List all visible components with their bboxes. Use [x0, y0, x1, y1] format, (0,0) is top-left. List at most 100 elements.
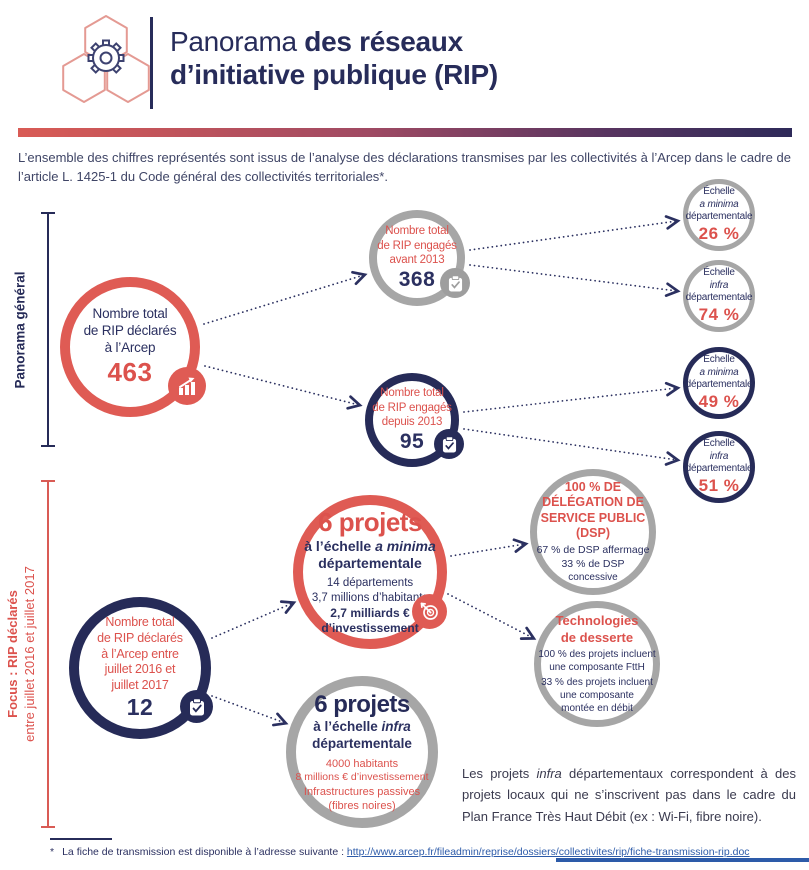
focus-bracket	[41, 480, 55, 828]
node-label-line: a minima	[699, 366, 739, 378]
title-bold: des réseaux	[304, 26, 463, 57]
node-scale-aminima-since: Échelle a minima départementale 49 %	[683, 347, 755, 419]
note-italic: infra	[536, 766, 562, 781]
panorama-general-label: Panorama général	[12, 271, 28, 389]
node-value: 95	[399, 429, 425, 453]
node-title: SERVICE PUBLIC	[540, 510, 646, 525]
node-stat: 33 % des projets incluent	[541, 676, 653, 688]
arcep-hexagon-gear-logo	[62, 15, 150, 103]
node-label-line: a minima	[699, 198, 739, 210]
node-label-line: départementale	[685, 211, 753, 223]
target-icon	[412, 594, 447, 629]
node-label-line: à l’Arcep	[104, 339, 156, 355]
title-line2: d’initiative publique (RIP)	[170, 59, 498, 91]
node-label-line: infra	[709, 450, 729, 462]
node-scale-aminima-before: Échelle a minima départementale 26 %	[683, 179, 755, 251]
node-value: 26 %	[698, 223, 740, 243]
node-label-line: Échelle	[703, 438, 735, 450]
clipboard-icon	[440, 268, 470, 298]
footnote-text: La fiche de transmission est disponible …	[62, 846, 347, 858]
node-label-line: Nombre total	[385, 225, 449, 238]
intro-paragraph: L’ensemble des chiffres représentés sont…	[18, 150, 791, 184]
note-text: départementaux correspondent à des proje…	[462, 766, 796, 824]
gear-icon	[87, 39, 125, 74]
focus-label: Focus : RIP déclarés entre juillet 2016 …	[5, 566, 39, 742]
node-technologies-desserte: Technologies de desserte 100 % des proje…	[534, 601, 660, 727]
node-subtitle: à l’échelle	[313, 718, 382, 734]
node-label-line: de RIP déclarés	[83, 323, 177, 339]
footnote-divider	[50, 838, 112, 840]
node-stat: 14 départements	[326, 576, 414, 589]
focus-label-bold: Focus : RIP déclarés	[5, 590, 21, 718]
node-rip-declared-total: Nombre total de RIP déclarés à l’Arcep 4…	[60, 277, 206, 417]
node-label-line: de RIP engagés	[377, 239, 457, 252]
node-stat: 100 % des projets incluent	[538, 648, 656, 660]
footnote-link[interactable]: http://www.arcep.fr/fileadmin/reprise/do…	[346, 846, 750, 858]
node-label-line: juillet 2016 et	[104, 662, 176, 677]
node-subtitle-line2: départementale	[312, 735, 412, 751]
node-stat: une composante FttH	[549, 661, 645, 673]
node-value: 368	[398, 267, 436, 291]
clipboard-icon	[434, 429, 464, 459]
node-value: 463	[107, 356, 153, 387]
node-title: 6 projets	[314, 690, 410, 718]
node-stat: 67 % de DSP affermage	[536, 544, 650, 557]
node-stat: Infrastructures passives	[303, 785, 421, 798]
node-stat: une composante	[560, 689, 634, 701]
node-stat-bold: d’investissement	[321, 621, 419, 636]
node-label-line: Échelle	[703, 186, 735, 198]
node-value: 49 %	[698, 391, 740, 411]
node-dsp: 100 % DE DÉLÉGATION DE SERVICE PUBLIC (D…	[530, 469, 656, 595]
node-subtitle-italic: infra	[381, 718, 411, 734]
node-stat: montée en débit	[561, 702, 633, 714]
bar-chart-icon	[168, 367, 206, 405]
node-label-line: de RIP déclarés	[97, 631, 183, 646]
node-subtitle-italic: a minima	[375, 537, 436, 554]
node-stat: 8 millions € d’investissement	[295, 770, 429, 783]
node-label-line: avant 2013	[389, 254, 445, 267]
node-label-line: de RIP engagés	[372, 401, 452, 414]
node-label-line: départementale	[685, 379, 753, 391]
node-label-line: à l’Arcep entre	[101, 646, 179, 661]
infra-definition-note: Les projets infra départementaux corresp…	[462, 763, 796, 827]
panorama-general-bracket	[41, 212, 55, 447]
node-label-line: Nombre total	[92, 306, 168, 322]
footnote-marker: *	[50, 846, 55, 858]
node-stat: 33 % de DSP	[561, 557, 625, 570]
node-label-line: départementale	[685, 292, 753, 304]
node-stat: (fibres noires)	[328, 799, 396, 812]
header-divider	[150, 17, 153, 109]
node-rip-engaged-since-2013: Nombre total de RIP engagés depuis 2013 …	[365, 373, 464, 467]
node-6-projects-aminima: 6 projets à l’échelle a minima départeme…	[293, 495, 447, 649]
page-title: Panorama des réseaux d’initiative publiq…	[170, 25, 498, 91]
cropped-next-section-edge	[556, 858, 809, 862]
node-rip-engaged-before-2013: Nombre total de RIP engagés avant 2013 3…	[369, 210, 470, 306]
node-6-projects-infra: 6 projets à l’échelle infra départementa…	[286, 676, 438, 828]
title-regular: Panorama	[170, 26, 305, 57]
node-label-line: Nombre total	[380, 387, 444, 400]
node-label-line: infra	[709, 279, 729, 291]
node-label-line: Échelle	[703, 267, 735, 279]
gradient-divider-bar	[18, 128, 792, 137]
node-stat: 3,7 millions d’habitants	[311, 591, 429, 604]
node-value: 51 %	[698, 475, 740, 495]
node-title: (DSP)	[575, 526, 611, 541]
node-label-line: depuis 2013	[381, 416, 443, 429]
node-subtitle-line2: départementale	[318, 555, 422, 572]
footnote: * La fiche de transmission est disponible…	[50, 846, 796, 858]
node-label-line: Nombre total	[105, 615, 175, 630]
node-stat: concessive	[568, 572, 618, 584]
clipboard-icon	[180, 690, 213, 723]
node-title: DÉLÉGATION DE	[542, 495, 644, 510]
node-scale-infra-before: Échelle infra départementale 74 %	[683, 260, 755, 332]
node-subtitle: à l’échelle	[304, 537, 376, 554]
node-label-line: juillet 2017	[111, 677, 169, 692]
node-stat: 4000 habitants	[325, 757, 399, 770]
node-label-line: départementale	[685, 463, 753, 475]
node-title: 100 % DE	[564, 479, 622, 494]
node-value: 74 %	[698, 304, 740, 324]
node-label-line: Échelle	[703, 354, 735, 366]
node-title: Technologies	[555, 613, 639, 629]
note-text: Les projets	[462, 766, 537, 781]
